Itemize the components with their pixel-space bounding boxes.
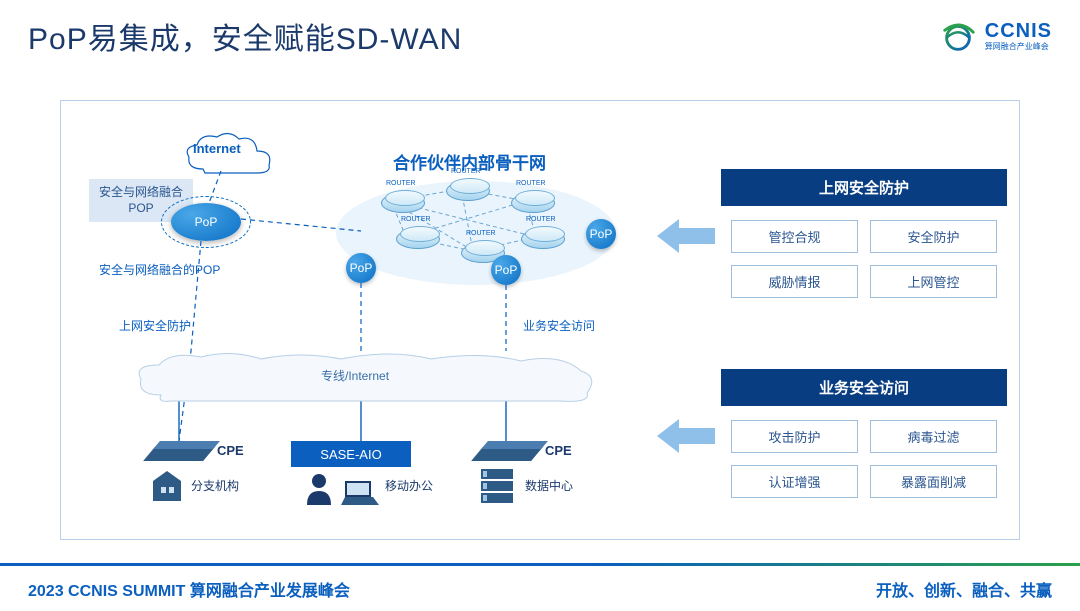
main-frame: Internet 安全与网络融合 POP 合作伙伴内部骨干网 ROUTER RO…: [60, 100, 1020, 540]
footer-right: 开放、创新、融合、共赢: [876, 577, 1052, 601]
globe-icon: [939, 17, 977, 55]
network-diagram: Internet 安全与网络融合 POP 合作伙伴内部骨干网 ROUTER RO…: [61, 101, 681, 541]
footer-left: 2023 CCNIS SUMMIT 算网融合产业发展峰会: [28, 577, 350, 601]
panel-title: 业务安全访问: [721, 369, 1007, 406]
mobile-label: 移动办公: [385, 477, 433, 494]
cpe-device-icon: [143, 447, 215, 461]
brand-subtitle: 算网融合产业峰会: [985, 41, 1052, 52]
chip: 管控合规: [731, 220, 858, 253]
cpe-device-icon: [471, 447, 543, 461]
panel-internet-safety: 上网安全防护 管控合规 安全防护 威胁情报 上网管控: [721, 169, 1007, 304]
laptop-icon: [339, 479, 381, 509]
panel-title: 上网安全防护: [721, 169, 1007, 206]
chip: 攻击防护: [731, 420, 858, 453]
brand-name: CCNIS: [985, 21, 1052, 41]
cpe-label-right: CPE: [545, 443, 572, 458]
arrow-left-icon: [657, 419, 715, 453]
chip: 认证增强: [731, 465, 858, 498]
footer: 2023 CCNIS SUMMIT 算网融合产业发展峰会 开放、创新、融合、共赢: [0, 563, 1080, 611]
arrow-left-icon: [657, 219, 715, 253]
desc-pop: 安全与网络融合的POP: [99, 261, 220, 278]
brand-logo: CCNIS 算网融合产业峰会: [939, 17, 1052, 55]
datacenter-label: 数据中心: [525, 477, 573, 494]
person-icon: [305, 471, 341, 507]
branch-label: 分支机构: [191, 477, 239, 494]
sase-aio-box: SASE-AIO: [291, 441, 411, 467]
chip: 暴露面削减: [870, 465, 997, 498]
building-icon: [147, 465, 187, 505]
desc-internet-safety: 上网安全防护: [119, 317, 191, 334]
private-line-label: 专线/Internet: [321, 367, 389, 384]
desc-business-access: 业务安全访问: [523, 317, 595, 334]
chip: 安全防护: [870, 220, 997, 253]
cpe-label-left: CPE: [217, 443, 244, 458]
page-title: PoP易集成，安全赋能SD-WAN: [28, 14, 462, 58]
chip: 病毒过滤: [870, 420, 997, 453]
panel-business-access: 业务安全访问 攻击防护 病毒过滤 认证增强 暴露面削减: [721, 369, 1007, 504]
chip: 威胁情报: [731, 265, 858, 298]
server-icon: [477, 465, 521, 507]
chip: 上网管控: [870, 265, 997, 298]
